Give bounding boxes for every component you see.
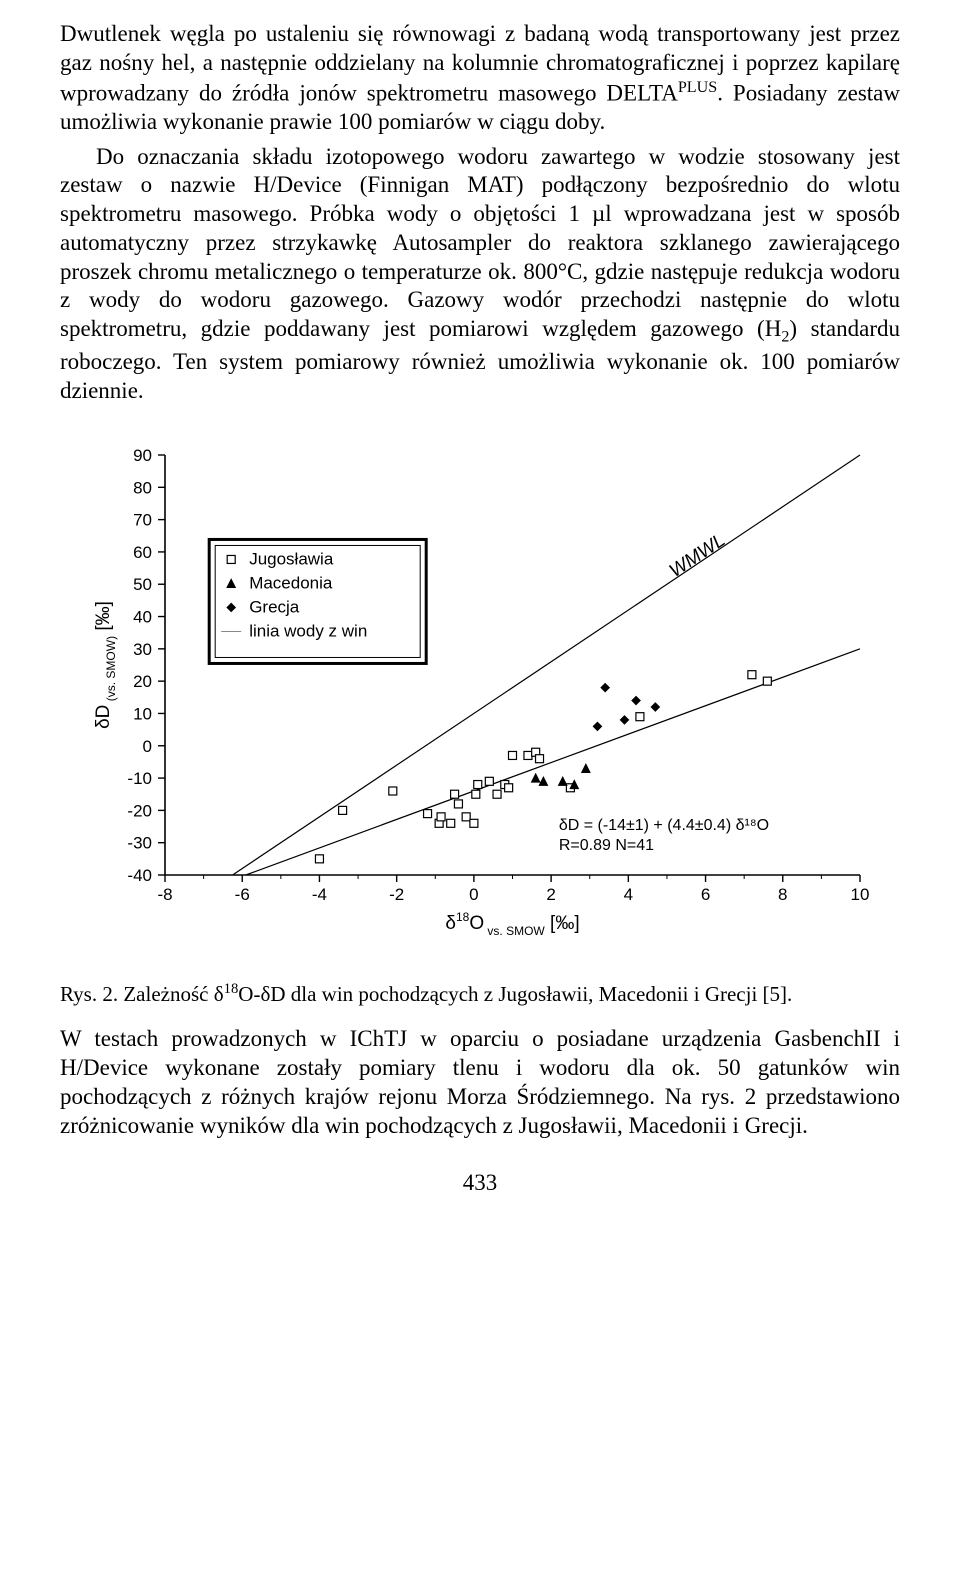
svg-text:30: 30 bbox=[133, 640, 152, 659]
svg-text:20: 20 bbox=[133, 673, 152, 692]
svg-text:10: 10 bbox=[851, 885, 870, 904]
text: Rys. 2. Zależność δ bbox=[60, 982, 224, 1006]
svg-text:Macedonia: Macedonia bbox=[249, 574, 333, 593]
svg-text:0: 0 bbox=[143, 737, 152, 756]
svg-text:0: 0 bbox=[469, 885, 478, 904]
svg-text:90: 90 bbox=[133, 446, 152, 465]
superscript: 18 bbox=[224, 981, 239, 997]
svg-text:10: 10 bbox=[133, 705, 152, 724]
svg-text:δ18O vs. SMOW [‰]: δ18O vs. SMOW [‰] bbox=[445, 910, 579, 938]
svg-text:-8: -8 bbox=[157, 885, 172, 904]
svg-text:WMWL: WMWL bbox=[666, 530, 729, 582]
svg-text:6: 6 bbox=[701, 885, 710, 904]
svg-text:40: 40 bbox=[133, 608, 152, 627]
svg-text:60: 60 bbox=[133, 543, 152, 562]
svg-text:-20: -20 bbox=[127, 802, 152, 821]
svg-text:-4: -4 bbox=[312, 885, 327, 904]
paragraph-3: W testach prowadzonych w IChTJ w oparciu… bbox=[60, 1025, 900, 1140]
svg-text:4: 4 bbox=[624, 885, 633, 904]
text: O-δD dla win pochodzących z Jugosławii, … bbox=[238, 982, 792, 1006]
text: Do oznaczania składu izotopowego wodoru … bbox=[60, 144, 900, 342]
svg-text:-30: -30 bbox=[127, 834, 152, 853]
paragraph-2: Do oznaczania składu izotopowego wodoru … bbox=[60, 143, 900, 406]
chart-svg: -8-6-4-20246810-40-30-20-100102030405060… bbox=[70, 435, 890, 955]
svg-text:-40: -40 bbox=[127, 866, 152, 885]
svg-text:2: 2 bbox=[546, 885, 555, 904]
svg-text:-6: -6 bbox=[235, 885, 250, 904]
svg-text:Grecja: Grecja bbox=[249, 598, 300, 617]
svg-text:-2: -2 bbox=[389, 885, 404, 904]
figure-scatter-chart: -8-6-4-20246810-40-30-20-100102030405060… bbox=[70, 435, 890, 955]
svg-text:50: 50 bbox=[133, 576, 152, 595]
paragraph-1: Dwutlenek węgla po ustaleniu się równowa… bbox=[60, 20, 900, 137]
figure-caption: Rys. 2. Zależność δ18O-δD dla win pochod… bbox=[60, 981, 900, 1007]
svg-text:-10: -10 bbox=[127, 769, 152, 788]
svg-text:linia wody z win: linia wody z win bbox=[249, 622, 367, 641]
svg-text:70: 70 bbox=[133, 511, 152, 530]
page-number: 433 bbox=[60, 1170, 900, 1196]
svg-text:8: 8 bbox=[778, 885, 787, 904]
svg-text:δD (vs. SMOW) [‰]: δD (vs. SMOW) [‰] bbox=[93, 601, 118, 729]
page: Dwutlenek węgla po ustaleniu się równowa… bbox=[0, 0, 960, 1236]
svg-text:R=0.89 N=41: R=0.89 N=41 bbox=[559, 837, 654, 854]
svg-text:δD = (-14±1) + (4.4±0.4) δ¹⁸O: δD = (-14±1) + (4.4±0.4) δ¹⁸O bbox=[559, 817, 769, 834]
svg-text:Jugosławia: Jugosławia bbox=[249, 550, 334, 569]
svg-text:80: 80 bbox=[133, 479, 152, 498]
superscript: PLUS bbox=[678, 79, 717, 96]
